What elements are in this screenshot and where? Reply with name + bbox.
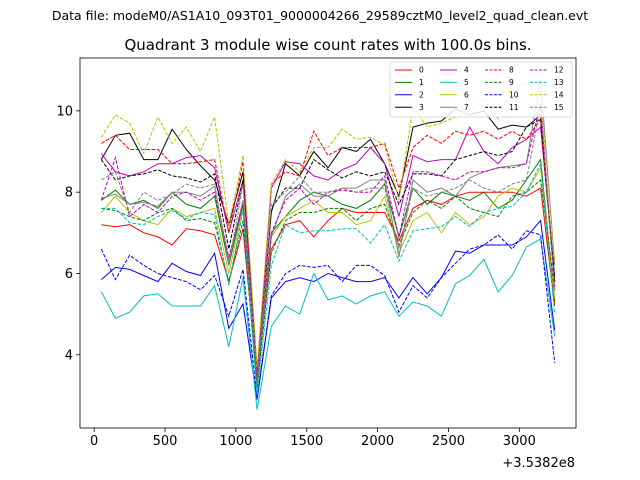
series-line-1 bbox=[101, 158, 556, 384]
series-line-12 bbox=[100, 102, 556, 372]
legend-label-12: 12 bbox=[554, 66, 564, 75]
legend-label-4: 4 bbox=[464, 66, 469, 75]
legend-label-15: 15 bbox=[554, 103, 564, 112]
legend-label-7: 7 bbox=[464, 103, 469, 112]
x-tick-label: 1000 bbox=[219, 434, 252, 449]
legend-label-14: 14 bbox=[554, 91, 564, 100]
chart-title: Quadrant 3 module wise count rates with … bbox=[124, 36, 531, 54]
series-line-15 bbox=[101, 106, 556, 384]
series-line-9 bbox=[101, 179, 556, 388]
series-line-13 bbox=[101, 161, 556, 396]
plot-frame bbox=[79, 57, 577, 429]
legend-label-5: 5 bbox=[464, 78, 469, 87]
legend-label-13: 13 bbox=[554, 78, 564, 87]
series-line-0 bbox=[101, 187, 556, 380]
figure-suptitle: Data file: modeM0/AS1A10_093T01_90000042… bbox=[52, 8, 588, 23]
legend-box bbox=[389, 61, 573, 118]
x-tick-label: 0 bbox=[90, 434, 98, 449]
legend-label-1: 1 bbox=[419, 78, 424, 87]
x-tick-label: 500 bbox=[153, 434, 178, 449]
legend-label-3: 3 bbox=[419, 103, 424, 112]
legend-label-2: 2 bbox=[419, 91, 424, 100]
series-line-3 bbox=[100, 108, 556, 372]
x-tick-label: 1500 bbox=[290, 434, 323, 449]
series-line-14 bbox=[100, 81, 556, 368]
y-tick-label: 4 bbox=[65, 348, 73, 363]
x-tick-label: 2000 bbox=[361, 434, 394, 449]
y-tick-label: 6 bbox=[65, 267, 73, 282]
series-line-8 bbox=[101, 117, 556, 376]
series-line-2 bbox=[100, 219, 556, 400]
legend-label-10: 10 bbox=[509, 91, 519, 100]
legend-label-6: 6 bbox=[464, 91, 469, 100]
series-line-5 bbox=[100, 238, 556, 410]
plot-area: 0 500 1000 1500 2000 2500 30004681001234567891… bbox=[56, 57, 577, 449]
series-line-4 bbox=[100, 125, 556, 376]
legend-label-11: 11 bbox=[509, 103, 519, 112]
legend-label-8: 8 bbox=[509, 66, 514, 75]
series-line-6 bbox=[100, 166, 556, 384]
y-tick-label: 8 bbox=[65, 186, 73, 201]
series-line-11 bbox=[100, 118, 556, 384]
x-tick-label: 3000 bbox=[503, 434, 536, 449]
legend-label-9: 9 bbox=[509, 78, 514, 87]
x-tick-label: 2500 bbox=[432, 434, 465, 449]
x-axis-offset-label: +3.5382e8 bbox=[502, 456, 575, 471]
series-line-7 bbox=[101, 78, 556, 384]
legend-label-0: 0 bbox=[419, 66, 424, 75]
y-tick-label: 10 bbox=[56, 104, 73, 119]
series-line-10 bbox=[100, 230, 556, 398]
